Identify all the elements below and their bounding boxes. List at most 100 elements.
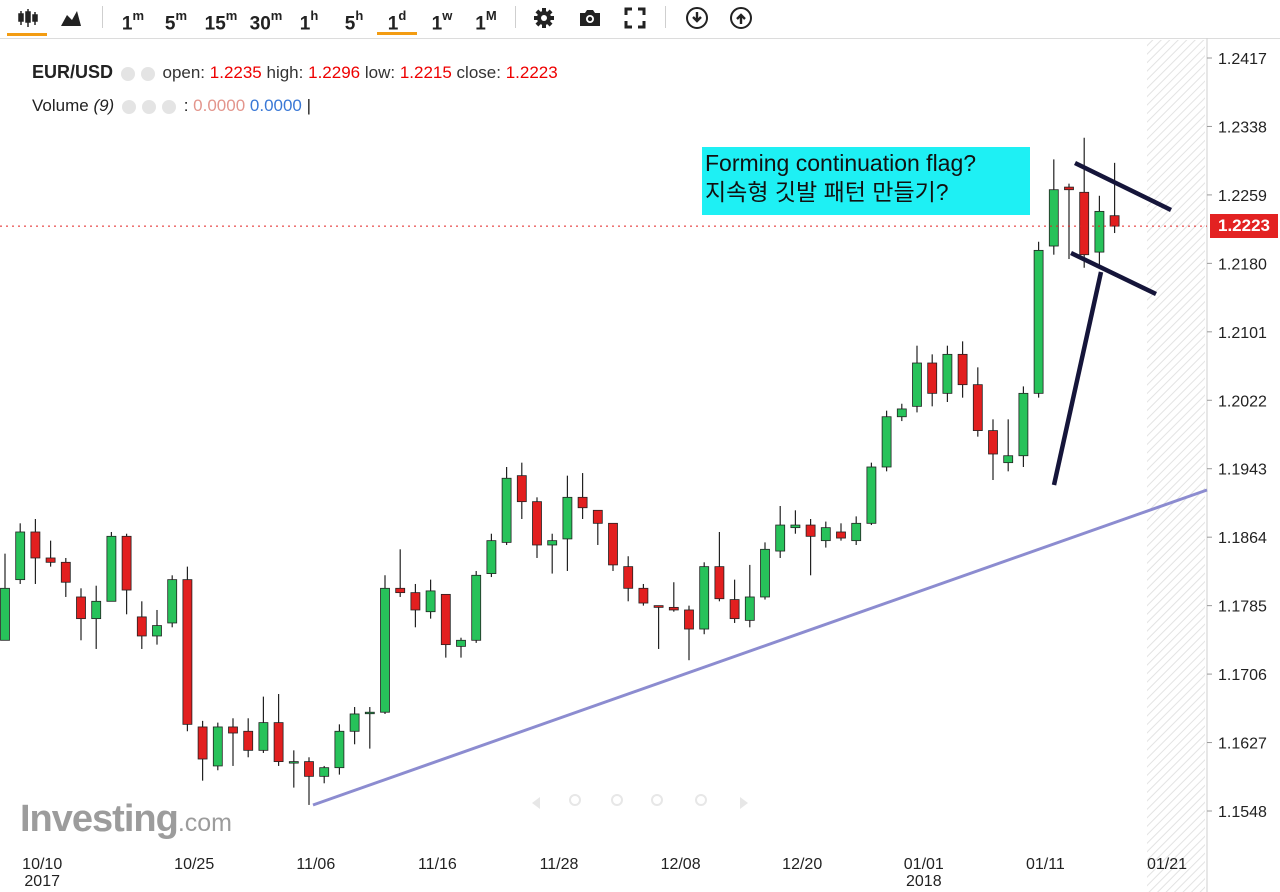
candle[interactable] [760,542,770,600]
timeframe-1M[interactable]: 1M [475,8,497,35]
candle[interactable] [532,497,542,558]
candle[interactable] [410,583,421,628]
candle[interactable] [896,403,907,422]
candle[interactable] [881,410,892,472]
flag-pole-line[interactable] [1051,271,1104,486]
candle[interactable] [288,750,299,788]
candle[interactable] [562,475,573,571]
candle[interactable] [1064,183,1074,260]
settings-gear-icon[interactable] [140,66,155,81]
candle[interactable] [623,556,634,602]
candle[interactable] [243,718,254,758]
candle[interactable] [1018,386,1029,467]
annotation-textbox[interactable]: Forming continuation flag? 지속형 깃발 패턴 만들기… [702,147,1030,215]
timeframe-1m[interactable]: 1m [121,8,145,35]
candle[interactable] [45,540,56,567]
zoom-reset-icon[interactable] [651,794,663,806]
candle[interactable] [927,354,938,407]
candle[interactable] [197,720,208,781]
timeframe-5m[interactable]: 5m [164,8,188,35]
candle[interactable] [805,518,816,576]
candle[interactable] [319,765,330,784]
candlestick-icon[interactable] [16,5,42,31]
candle[interactable] [608,522,618,571]
candle[interactable] [60,557,71,597]
volume-label[interactable]: Volume [32,96,89,115]
candle[interactable] [304,757,314,805]
candle[interactable] [121,533,132,615]
close-icon[interactable] [161,99,176,114]
timeframe-30m[interactable]: 30m [249,8,283,35]
candle[interactable] [653,605,664,649]
candle[interactable] [334,724,345,775]
candle[interactable] [91,585,102,649]
candle[interactable] [714,531,725,602]
zoom-out-icon[interactable] [611,794,623,806]
candle[interactable] [912,345,922,413]
timeframe-15m[interactable]: 15m [204,8,238,35]
candle[interactable] [668,582,679,612]
candle[interactable] [592,509,603,545]
candle[interactable] [516,462,527,519]
support-trendline[interactable] [312,488,1208,807]
candle[interactable] [1033,241,1044,398]
candle[interactable] [1048,159,1059,255]
candle[interactable] [972,367,983,437]
candle[interactable] [258,696,269,753]
candle[interactable] [820,521,831,548]
candle[interactable] [638,583,649,606]
candle[interactable] [1094,195,1105,266]
settings-gear-icon[interactable] [141,99,156,114]
symbol-name[interactable]: EUR/USD [32,62,114,82]
visibility-eye-icon[interactable] [120,66,135,81]
candle[interactable] [729,579,740,623]
candle[interactable] [76,588,86,641]
timeframe-5h[interactable]: 5h [344,8,364,35]
candle[interactable] [744,564,755,628]
scroll-right-icon[interactable] [740,797,748,809]
download-icon[interactable] [684,5,710,31]
candle[interactable] [395,549,406,597]
candle[interactable] [136,601,147,649]
candle[interactable] [942,345,953,403]
candle[interactable] [364,707,375,749]
candle[interactable] [440,593,451,658]
candle[interactable] [349,707,360,745]
candle[interactable] [684,605,694,661]
upload-icon[interactable] [728,5,754,31]
candle[interactable] [1079,137,1090,268]
timeframe-1h[interactable]: 1h [299,8,319,35]
zoom-fit-icon[interactable] [695,794,707,806]
candle[interactable] [425,579,436,619]
scroll-left-icon[interactable] [532,797,540,809]
candle[interactable] [471,570,482,643]
flag-lower-line[interactable] [1070,250,1157,297]
visibility-eye-icon[interactable] [121,99,136,114]
candle[interactable] [456,637,466,658]
candle[interactable] [699,562,710,635]
candle[interactable] [866,462,877,526]
zoom-in-icon[interactable] [569,794,581,806]
flag-upper-line[interactable] [1074,160,1172,213]
candle[interactable] [15,523,26,584]
candle[interactable] [228,718,238,766]
candle[interactable] [775,505,786,558]
candle[interactable] [851,516,862,545]
candle[interactable] [790,510,801,534]
camera-icon[interactable] [577,5,603,31]
candle[interactable] [380,575,390,714]
candle[interactable] [106,531,117,602]
candle[interactable] [273,694,284,766]
timeframe-1d[interactable]: 1d [377,4,417,35]
candle[interactable] [30,518,41,584]
candle[interactable] [577,473,588,519]
candle[interactable] [501,466,512,545]
candle[interactable] [547,533,558,574]
area-chart-icon[interactable] [58,5,84,31]
candle[interactable] [152,609,162,645]
candle[interactable] [167,575,178,628]
candle[interactable] [0,553,10,641]
candle[interactable] [836,523,846,541]
candle[interactable] [1003,419,1014,472]
fullscreen-icon[interactable] [622,5,648,31]
